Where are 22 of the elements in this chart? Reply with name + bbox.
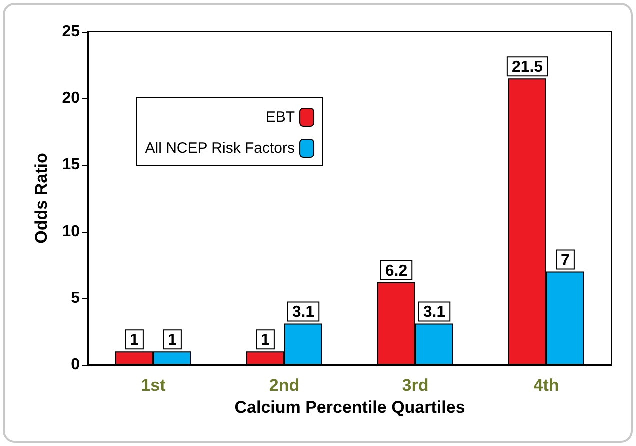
y-axis-title: Odds Ratio [32, 153, 51, 244]
y-tick-label: 5 [71, 290, 80, 307]
data-label: 1 [130, 332, 140, 350]
x-tick-label: 2nd [269, 376, 300, 395]
data-label: 3.1 [423, 304, 446, 322]
y-tick-label: 25 [62, 24, 80, 40]
y-tick-label: 10 [62, 223, 80, 240]
data-label: 1 [168, 332, 178, 350]
x-tick-label: 3rd [402, 376, 429, 395]
data-label: 6.2 [385, 262, 408, 280]
y-tick-label: 15 [62, 156, 80, 174]
y-tick-label: 20 [62, 90, 80, 108]
data-label: 21.5 [512, 59, 544, 76]
x-axis-title: Calcium Percentile Quartiles [234, 398, 466, 417]
x-tick-label: 1st [141, 376, 166, 395]
legend-label: EBT [266, 109, 296, 126]
data-label: 1 [261, 332, 270, 350]
legend-label: All NCEP Risk Factors [145, 140, 296, 157]
y-tick-label: 0 [71, 356, 80, 374]
data-label: 3.1 [292, 304, 315, 322]
x-tick-label: 4th [534, 376, 560, 395]
data-label: 7 [561, 252, 570, 270]
